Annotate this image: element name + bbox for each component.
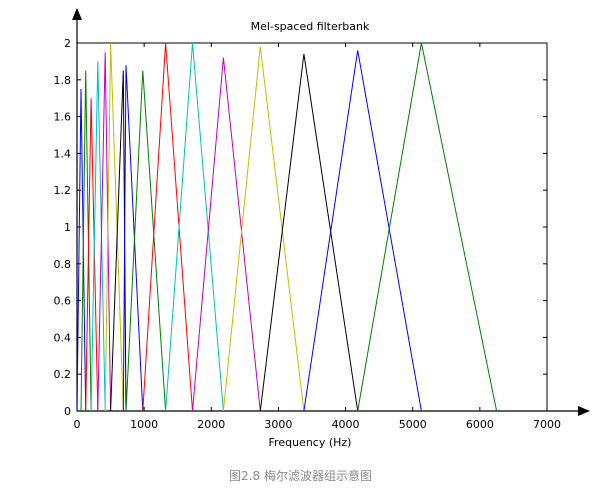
series-line-filter-9	[125, 70, 167, 412]
series-line-filter-2	[80, 70, 92, 412]
series-line-filter-3	[85, 98, 99, 412]
x-tick-label: 6000	[466, 418, 494, 431]
y-tick-label: 2	[64, 37, 71, 50]
y-tick-label: 1.4	[54, 147, 72, 160]
y-tick-label: 1.8	[54, 74, 72, 87]
y-tick-label: 0.2	[54, 368, 72, 381]
series-line-filter-13	[222, 46, 305, 412]
chart-title: Mel-spaced filterbank	[251, 20, 370, 33]
series-line-filter-1	[76, 88, 87, 412]
y-tick-label: 1.6	[54, 111, 72, 124]
x-tick-label: 7000	[533, 418, 561, 431]
x-axis-arrow-icon	[578, 406, 590, 416]
x-tick-label: 0	[74, 418, 81, 431]
figure-caption: 图2.8 梅尔滤波器组示意图	[229, 469, 372, 483]
y-axis-arrow-icon	[72, 8, 82, 20]
y-tick-label: 1	[64, 221, 71, 234]
series-line-filter-15	[303, 50, 422, 412]
y-tick-label: 0.6	[54, 295, 72, 308]
x-tick-label: 4000	[332, 418, 360, 431]
series-line-filter-16	[357, 42, 498, 412]
y-tick-label: 0	[64, 405, 71, 418]
series-line-filter-7	[110, 70, 127, 412]
series-line-filter-4	[90, 61, 106, 412]
series-line-filter-6	[104, 42, 124, 412]
axis-ticks: 0 1000 2000 3000 4000 5000 6000 7000 0 0.2 0.4 0.6 0…	[54, 37, 562, 431]
plot-frame	[76, 42, 548, 412]
series-line-filter-11	[165, 42, 224, 412]
series-line-filter-5	[97, 52, 112, 412]
series-line-filter-10	[142, 42, 193, 412]
y-tick-label: 1.2	[54, 184, 72, 197]
series-line-filter-14	[259, 53, 359, 412]
x-tick-label: 2000	[197, 418, 225, 431]
series-layer	[76, 42, 498, 412]
x-tick-label: 3000	[264, 418, 292, 431]
series-line-filter-12	[192, 57, 261, 412]
series-line-filter-8	[122, 65, 144, 412]
y-tick-label: 0.4	[54, 331, 72, 344]
y-tick-label: 0.8	[54, 258, 72, 271]
x-tick-label: 5000	[399, 418, 427, 431]
x-axis-label: Frequency (Hz)	[269, 436, 352, 449]
x-tick-label: 1000	[130, 418, 158, 431]
